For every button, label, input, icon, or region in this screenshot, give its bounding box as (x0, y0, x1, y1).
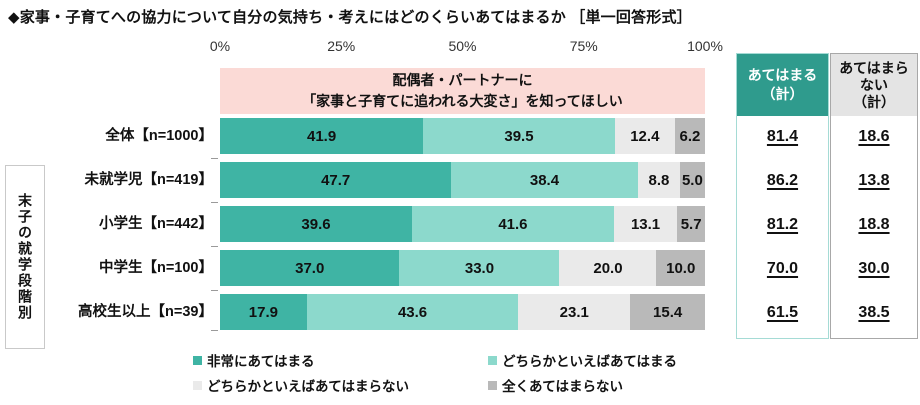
axis-tickmark (211, 202, 218, 203)
category-label: 中学生【n=100】 (98, 260, 213, 276)
bar-value: 8.8 (648, 171, 670, 189)
x-axis-tick: 75% (569, 38, 598, 54)
category-label: 未就学児【n=419】 (84, 172, 213, 188)
legend-item: 非常にあてはまる (193, 351, 314, 369)
bar-value: 39.6 (301, 215, 331, 233)
x-axis-tick: 100% (687, 38, 723, 54)
bar-value: 20.0 (593, 259, 623, 277)
legend-swatch-icon (488, 355, 497, 365)
summary-header-line: （計） (761, 86, 804, 102)
legend-swatch-icon (193, 380, 202, 390)
summary-header-line: （計） (853, 93, 895, 110)
bar-value: 43.6 (397, 303, 428, 321)
bar-segment-非常にあてはまる: 17.9 (220, 294, 307, 330)
bar-value: 41.6 (498, 215, 528, 233)
bar-segment-非常にあてはまる: 39.6 (220, 206, 413, 242)
summary-value: 30.0 (858, 260, 890, 277)
bar-value: 38.4 (529, 171, 560, 189)
bar-segment-どちらかといえばあてはまらない: 12.4 (614, 118, 675, 154)
bar-row: 17.9 43.6 23.1 15.4 (220, 294, 705, 330)
summary-value: 70.0 (766, 260, 799, 277)
summary-header-line: あてはまら (839, 59, 909, 76)
bar-segment-非常にあてはまる: 41.9 (220, 118, 424, 154)
axis-tickmark (211, 158, 218, 159)
category-label: 高校生以上【n=39】 (78, 304, 213, 320)
summary-value: 18.6 (858, 128, 890, 145)
summary-box-agree-total: あてはまる （計） 81.4 86.2 81.2 70.0 61.5 (736, 53, 829, 339)
bar-segment-どちらかといえばあてはまらない: 8.8 (637, 162, 681, 198)
x-axis-tick: 50% (448, 38, 477, 54)
chart-title: ◆家事・子育てへの協力について自分の気持ち・考えにはどのくらいあてはまるか ［単… (8, 9, 692, 26)
question-line-2: 「家事と子育てに追われる大変さ」を知ってほしい (302, 93, 623, 109)
bar-value: 41.9 (307, 127, 337, 145)
summary-header-line: あてはまる (747, 67, 818, 83)
legend-label: どちらかといえばあてはまらない (207, 379, 409, 394)
category-label: 小学生【n=442】 (98, 216, 213, 232)
summary-header-disagree-total: あてはまら ない （計） (831, 54, 917, 116)
summary-box-disagree-total: あてはまら ない （計） 18.6 13.8 18.8 30.0 38.5 (830, 53, 918, 339)
axis-tickmark (211, 330, 218, 331)
bar-segment-どちらかといえばあてはまらない: 23.1 (518, 294, 631, 330)
bar-segment-非常にあてはまる: 37.0 (220, 250, 400, 286)
group-label: 末子の就学段階別 (17, 193, 33, 321)
bar-value: 6.2 (679, 127, 701, 145)
bar-segment-どちらかといえばあてはまる: 41.6 (412, 206, 614, 242)
bar-value: 15.4 (653, 303, 683, 321)
bar-segment-非常にあてはまる: 47.7 (220, 162, 452, 198)
legend-item: 全くあてはまらない (488, 376, 623, 394)
bar-row: 39.6 41.6 13.1 5.7 (220, 206, 705, 242)
x-axis-tick: 25% (327, 38, 356, 54)
bar-segment-どちらかといえばあてはまる: 39.5 (423, 118, 615, 154)
bar-value: 47.7 (321, 171, 351, 189)
bar-value: 5.0 (681, 171, 703, 189)
legend-swatch-icon (488, 380, 497, 390)
summary-header-line: ない (860, 76, 888, 93)
bar-segment-全くあてはまらない: 5.7 (677, 206, 705, 242)
category-label: 全体【n=1000】 (105, 128, 213, 144)
summary-value: 81.2 (766, 216, 799, 233)
bar-segment-どちらかといえばあてはまらない: 13.1 (613, 206, 678, 242)
x-axis-tick: 0% (209, 38, 231, 54)
bar-segment-全くあてはまらない: 10.0 (656, 250, 705, 286)
question-header-box: 配偶者・パートナーに 「家事と子育てに追われる大変さ」を知ってほしい (220, 68, 705, 114)
summary-value: 13.8 (858, 172, 890, 189)
summary-value: 18.8 (858, 216, 890, 233)
legend-item: どちらかといえばあてはまらない (193, 376, 409, 394)
summary-value: 81.4 (766, 128, 799, 145)
bar-segment-どちらかといえばあてはまる: 43.6 (306, 294, 519, 330)
legend-label: 全くあてはまらない (502, 379, 623, 394)
legend-label: どちらかといえばあてはまる (502, 354, 677, 369)
bar-value: 5.7 (680, 215, 702, 233)
group-label-box: 末子の就学段階別 (5, 165, 45, 349)
bar-value: 33.0 (464, 259, 495, 277)
legend-label: 非常にあてはまる (207, 354, 315, 369)
summary-value: 86.2 (766, 172, 799, 189)
bar-value: 10.0 (666, 259, 696, 277)
legend-swatch-icon (193, 355, 202, 365)
bar-value: 12.4 (630, 127, 660, 145)
bar-segment-全くあてはまらない: 15.4 (630, 294, 705, 330)
bar-row: 47.7 38.4 8.8 5.0 (220, 162, 705, 198)
bar-segment-どちらかといえばあてはまる: 33.0 (399, 250, 560, 286)
axis-tickmark (211, 290, 218, 291)
bar-value: 39.5 (504, 127, 534, 145)
bar-row: 37.0 33.0 20.0 10.0 (220, 250, 705, 286)
question-line-1: 配偶者・パートナーに (392, 72, 533, 88)
summary-header-agree-total: あてはまる （計） (737, 54, 828, 116)
bar-row: 41.9 39.5 12.4 6.2 (220, 118, 705, 154)
bar-value: 23.1 (559, 303, 589, 321)
bar-value: 37.0 (295, 259, 325, 277)
bar-segment-全くあてはまらない: 5.0 (680, 162, 705, 198)
bar-value: 17.9 (248, 303, 278, 321)
legend-item: どちらかといえばあてはまる (488, 351, 677, 369)
bar-segment-どちらかといえばあてはまる: 38.4 (451, 162, 638, 198)
summary-value: 61.5 (766, 304, 799, 321)
bar-segment-どちらかといえばあてはまらない: 20.0 (559, 250, 657, 286)
bar-segment-全くあてはまらない: 6.2 (674, 118, 705, 154)
summary-value: 38.5 (858, 304, 890, 321)
bar-value: 13.1 (630, 215, 661, 233)
axis-tickmark (211, 246, 218, 247)
